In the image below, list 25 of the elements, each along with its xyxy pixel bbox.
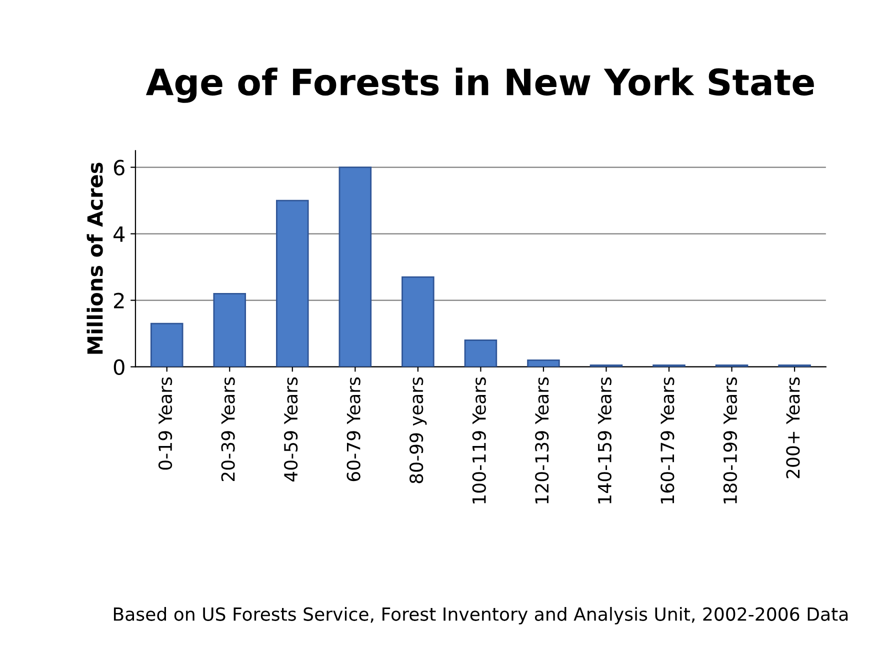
bar: [464, 340, 498, 367]
chart-title: Age of Forests in New York State: [146, 68, 814, 103]
y-axis-title: Millions of Acres: [86, 162, 103, 354]
bar: [338, 166, 372, 367]
bar: [276, 200, 309, 367]
text: Based on US Forests Service, Forest Inventory and Analysis Unit, 2002-2006 Data: [114, 606, 848, 624]
x-tick-label: 60-79 Years: [346, 377, 360, 482]
x-tick-label: 120-139 Years: [535, 377, 549, 504]
x-tick-label: 80-99 years: [410, 377, 427, 484]
x-tick-label: 140-159 Years: [598, 377, 612, 504]
x-tick-label: 100-119 Years: [472, 377, 486, 504]
x-tick-label: 160-179 Years: [660, 377, 674, 504]
x-tick-label: 40-59 Years: [284, 377, 298, 482]
x-tick-label: 0-19 Years: [158, 377, 172, 470]
y-tick-label: 6: [114, 160, 124, 176]
y-tick-label: 0: [114, 359, 124, 376]
bar: [150, 322, 184, 367]
x-tick-label: 180-199 Years: [723, 377, 738, 504]
x-tick-label: 20-39 Years: [221, 377, 235, 482]
x-tick-label: 200+ Years: [786, 377, 800, 478]
bar: [527, 359, 560, 367]
y-tick-label: 2: [114, 292, 124, 308]
bar: [402, 276, 434, 367]
y-tick-label: 4: [114, 226, 125, 242]
bar: [213, 292, 246, 367]
